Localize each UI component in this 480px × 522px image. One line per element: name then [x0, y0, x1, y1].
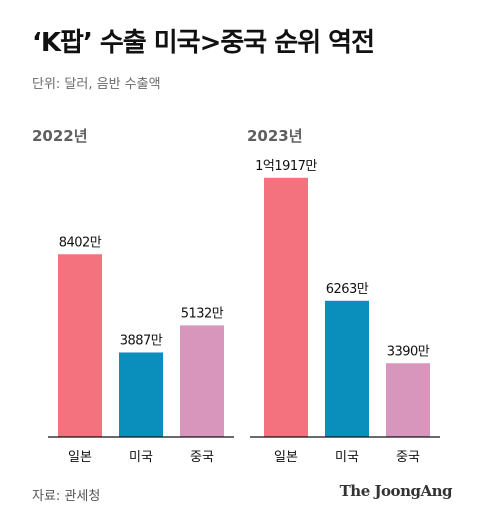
- bar-value-label: 1억1917만: [255, 159, 317, 174]
- bar-value-label: 8402만: [59, 235, 102, 250]
- category-label: 중국: [190, 450, 214, 465]
- bar-value-label: 3887만: [120, 333, 163, 348]
- bar-value-label: 3390만: [387, 344, 430, 359]
- bar-0-1: [119, 352, 163, 437]
- page-title: ‘K팝’ 수출 미국>중국 순위 역전: [32, 28, 375, 58]
- panel-title: 2023년: [247, 127, 303, 145]
- bar-1-2: [386, 363, 430, 437]
- bar-1-1: [325, 300, 369, 437]
- category-label: 미국: [129, 450, 153, 465]
- panel-title: 2022년: [32, 127, 88, 145]
- bar-1-0: [264, 177, 308, 438]
- source-label: 자료: 관세청: [32, 489, 101, 504]
- category-label: 중국: [396, 450, 420, 465]
- category-label: 일본: [274, 450, 298, 465]
- bar-value-label: 6263만: [326, 282, 369, 297]
- bar-0-0: [58, 254, 102, 437]
- category-label: 미국: [335, 450, 359, 465]
- bar-value-label: 5132만: [181, 306, 224, 321]
- category-label: 일본: [68, 450, 92, 465]
- unit-label: 단위: 달러, 음반 수출액: [32, 77, 161, 92]
- bar-0-2: [180, 325, 224, 437]
- brand-logo: The JoongAng: [339, 482, 453, 500]
